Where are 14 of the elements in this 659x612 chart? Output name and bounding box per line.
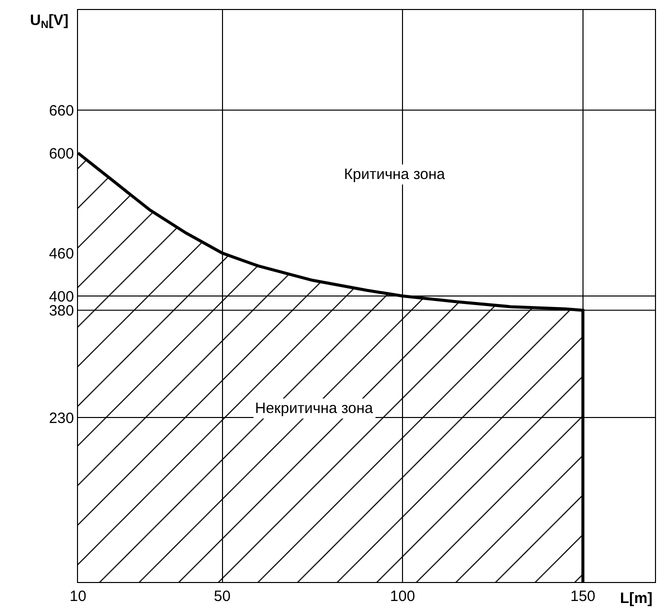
y-axis-title: U$_{N}$[V] bbox=[30, 12, 68, 32]
annotation: Критична зона bbox=[344, 166, 446, 183]
y-tick-label: 400 bbox=[48, 288, 74, 306]
y-tick-label: 460 bbox=[48, 245, 74, 262]
y-tick-label: 380 bbox=[48, 302, 74, 320]
x-tick-label: 10 bbox=[70, 588, 86, 605]
annotation: Некритична зона bbox=[255, 400, 374, 417]
x-axis-title: L[m] bbox=[620, 590, 652, 607]
y-tick-label: 660 bbox=[48, 102, 74, 120]
x-tick-label: 50 bbox=[214, 588, 231, 605]
y-tick-label: 600 bbox=[48, 145, 74, 162]
y-tick-label: 230 bbox=[48, 410, 74, 427]
x-tick-label: 150 bbox=[570, 588, 596, 605]
x-tick-label: 100 bbox=[390, 588, 416, 605]
